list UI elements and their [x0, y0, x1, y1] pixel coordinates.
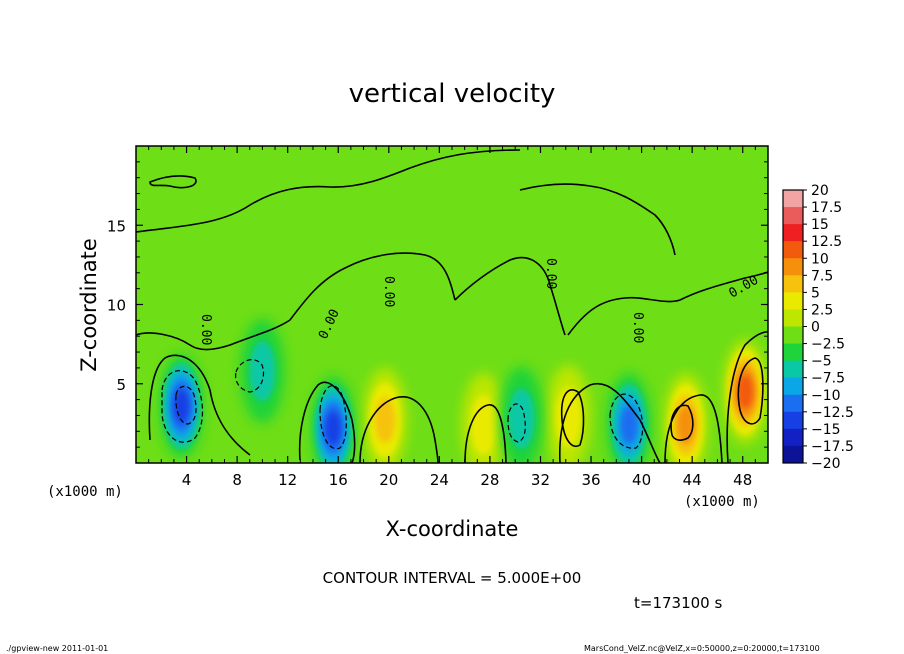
contour-label: 0.00	[198, 314, 213, 345]
y-tick-label: 5	[116, 376, 126, 394]
x-tick-label: 48	[733, 471, 752, 489]
contour-interval: CONTOUR INTERVAL = 5.000E+00	[323, 569, 582, 587]
x-unit-left: (x1000 m)	[47, 484, 123, 500]
chart-title: vertical velocity	[349, 79, 556, 109]
feature-updraft	[461, 372, 506, 463]
colorbar-swatch	[783, 258, 803, 276]
contour-label: 0.00	[381, 276, 396, 307]
colorbar-swatch	[783, 292, 803, 310]
x-tick-label: 28	[480, 471, 499, 489]
colorbar-label: −10	[811, 388, 841, 404]
feature-downdraft	[240, 319, 285, 424]
colorbar-label: −12.5	[811, 405, 854, 421]
colorbar-swatch	[783, 309, 803, 327]
footer-right: MarsCond_VelZ.nc@VelZ,x=0:50000,z=0:2000…	[584, 644, 820, 653]
feature-downdraft	[499, 366, 544, 463]
x-tick-label: 32	[531, 471, 550, 489]
x-tick-label: 4	[182, 471, 192, 489]
colorbar-swatch	[783, 360, 803, 379]
feature-downdraft	[311, 376, 356, 463]
feature-layer	[470, 394, 497, 455]
x-axis-label: X-coordinate	[386, 517, 519, 541]
colorbar-label: −2.5	[811, 337, 845, 353]
feature-updraft	[363, 368, 408, 463]
colorbar-swatch	[783, 411, 803, 430]
y-tick-label: 15	[107, 217, 126, 235]
colorbar-label: 12.5	[811, 234, 842, 250]
colorbar-label: 17.5	[811, 200, 842, 216]
colorbar-label: 0	[811, 320, 820, 336]
x-unit-right: (x1000 m)	[684, 494, 760, 510]
feature-layer	[620, 405, 638, 444]
zero-contours	[136, 149, 768, 463]
plot-area	[136, 146, 768, 463]
footer-left: ./gpview-new 2011-01-01	[6, 644, 108, 653]
contour-label: 0.00	[630, 312, 645, 343]
feature-layer	[737, 374, 753, 409]
x-tick-label: 16	[329, 471, 348, 489]
feature-layer	[375, 397, 396, 443]
contour-label: 0.00	[543, 258, 558, 289]
x-tick-label: 8	[232, 471, 242, 489]
feature-downdraft	[159, 353, 204, 458]
x-tick-label: 20	[379, 471, 398, 489]
x-tick-label: 24	[430, 471, 449, 489]
feature-layer	[325, 411, 341, 445]
feature-updraft	[723, 339, 768, 444]
colorbar-label: −15	[811, 422, 841, 438]
colorbar-swatch	[783, 343, 803, 362]
colorbar-swatch	[783, 207, 803, 225]
colorbar-label: −7.5	[811, 371, 845, 387]
colorbar-swatch	[783, 224, 803, 242]
colorbar-label: −20	[811, 456, 841, 472]
colorbar-swatch	[783, 275, 803, 293]
x-tick-label: 40	[632, 471, 651, 489]
colorbar-swatch	[783, 428, 803, 447]
colorbar-label: 15	[811, 217, 829, 233]
x-tick-label: 44	[683, 471, 702, 489]
colorbar-swatch	[783, 190, 803, 208]
feature-layer	[555, 387, 582, 448]
colorbar-label: 20	[811, 183, 829, 199]
y-tick-label: 10	[107, 297, 126, 315]
colorbar-swatch	[783, 445, 803, 464]
x-tick-label: 12	[278, 471, 297, 489]
colorbar-label: −5	[811, 354, 832, 370]
x-axis-ticks: 4 8 12 16 20 24 28 32 36 40 44 48	[148, 146, 756, 489]
colorbar-swatch	[783, 326, 803, 345]
colorbar-label: −17.5	[811, 439, 854, 455]
colorbar-label: 10	[811, 251, 829, 267]
time-label: t=173100 s	[634, 594, 722, 612]
colorbar-swatch	[783, 394, 803, 413]
plot-background	[136, 146, 768, 463]
colorbar-swatch	[783, 241, 803, 259]
feature-layer	[249, 341, 276, 402]
y-axis-label: Z-coordinate	[77, 238, 101, 372]
colorbar-label: 2.5	[811, 302, 833, 318]
colorbar-label: 7.5	[811, 268, 833, 284]
y-axis-ticks: 5 10 15	[107, 161, 768, 448]
x-tick-label: 36	[581, 471, 600, 489]
colorbar-label: 5	[811, 285, 820, 301]
velocity-features	[159, 319, 768, 463]
negative-contours	[161, 359, 644, 450]
colorbar-swatch	[783, 377, 803, 396]
